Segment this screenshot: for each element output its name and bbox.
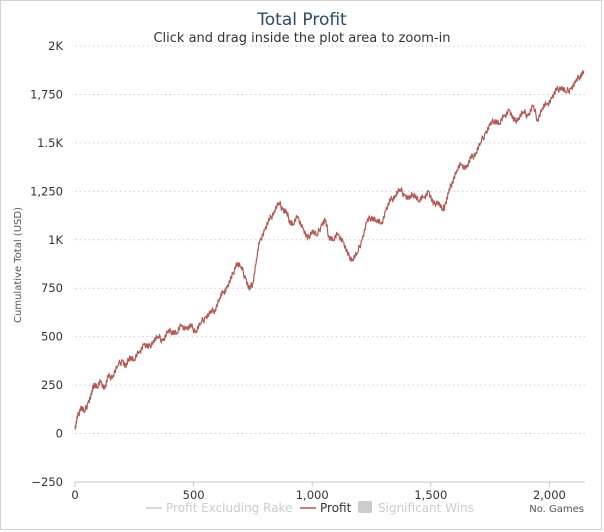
x-axis-ticks: 0 500 1,000 1,500 2,000: [71, 481, 585, 502]
legend-label: Significant Wins: [378, 501, 474, 515]
y-tick-label: 1,250: [30, 184, 63, 198]
legend-item[interactable]: Significant Wins: [358, 501, 474, 515]
x-tick-label: 0: [71, 488, 78, 502]
legend[interactable]: Profit Excluding Rake Profit Significant W…: [146, 501, 474, 515]
y-tick-label: 500: [41, 330, 63, 344]
y-tick-label: 250: [41, 378, 63, 392]
y-tick-label: −250: [31, 475, 63, 489]
legend-label: Profit: [320, 501, 352, 515]
series-line-profit[interactable]: [74, 70, 585, 430]
x-tick-label: 1,000: [296, 488, 329, 502]
y-tick-label: 750: [41, 281, 63, 295]
y-tick-label: 0: [56, 427, 63, 441]
y-axis-title: Cumulative Total (USD): [13, 207, 24, 323]
y-tick-label: 1.5K: [37, 136, 63, 150]
x-tick-label: 500: [183, 488, 205, 502]
plot-area[interactable]: [74, 46, 585, 482]
chart-title: Total Profit: [256, 10, 347, 30]
legend-item[interactable]: Profit Excluding Rake: [146, 501, 292, 515]
y-tick-label: 2K: [48, 39, 63, 53]
legend-item[interactable]: Profit: [300, 501, 352, 515]
y-tick-label: 1,750: [30, 87, 63, 101]
legend-label: Profit Excluding Rake: [166, 501, 292, 515]
x-tick-label: 2,000: [533, 488, 566, 502]
x-axis-title: No. Games: [529, 504, 584, 515]
y-tick-label: 1K: [48, 233, 63, 247]
chart-subtitle: Click and drag inside the plot area to z…: [153, 31, 450, 46]
legend-square-icon: [358, 501, 372, 513]
y-axis-ticks: −250 0 250 500 750 1K 1,250 1.5K 1,750 2K: [30, 39, 63, 489]
x-tick-label: 1,500: [414, 488, 447, 502]
